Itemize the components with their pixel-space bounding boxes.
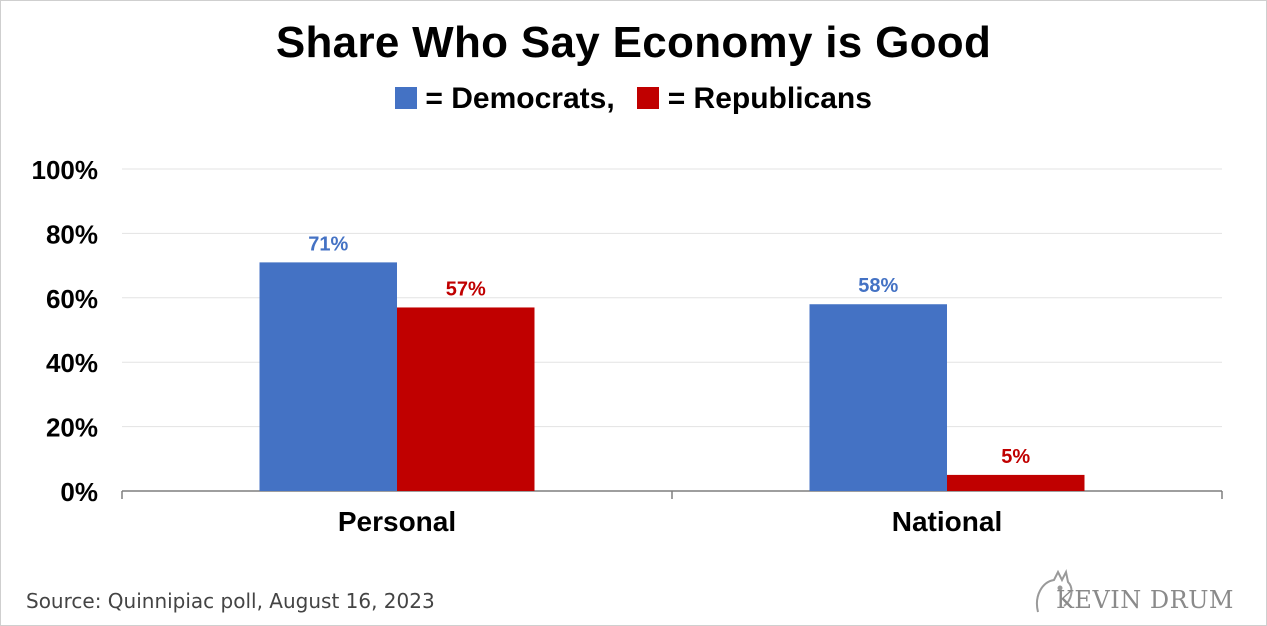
bar-republicans-national [947, 474, 1085, 491]
bar-republicans-personal [397, 307, 535, 491]
y-tick-label: 0% [60, 477, 98, 507]
cat-icon [1036, 568, 1073, 613]
chart-title: Share Who Say Economy is Good [275, 18, 992, 67]
data-label: 5% [1001, 446, 1030, 468]
data-label: 58% [858, 275, 898, 297]
source-note: Source: Quinnipiac poll, August 16, 2023 [26, 589, 435, 613]
bar-democrats-national [809, 304, 947, 491]
legend-swatch-republicans [637, 87, 660, 109]
y-tick-label: 80% [46, 219, 98, 249]
data-label: 71% [308, 233, 348, 255]
y-tick-label: 20% [46, 413, 98, 443]
legend-label-republicans: = Republicans [667, 82, 872, 115]
y-tick-label: 60% [46, 284, 98, 314]
brand-logo [1036, 568, 1073, 613]
legend-label-democrats: = Democrats, [425, 82, 615, 115]
x-category-label: Personal [338, 506, 456, 537]
data-label: 57% [446, 278, 486, 300]
y-tick-label: 100% [32, 155, 99, 185]
x-category-label: National [892, 506, 1002, 537]
legend: = Democrats, = Republicans [0, 82, 1267, 116]
y-tick-label: 40% [46, 348, 98, 378]
bar-democrats-personal [259, 262, 397, 491]
brand-text: KEVIN DRUM [1056, 586, 1235, 614]
legend-swatch-democrats [395, 87, 418, 109]
